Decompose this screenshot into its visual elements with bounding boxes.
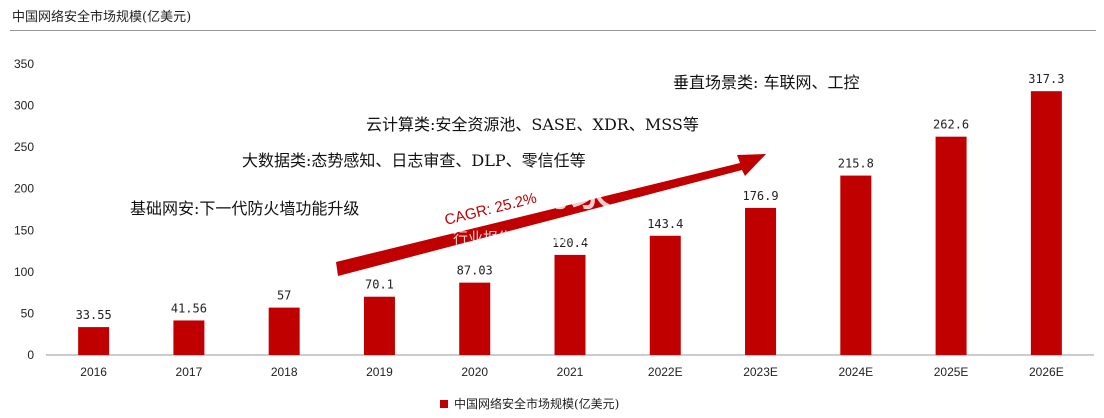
bar-2018 bbox=[268, 307, 300, 355]
annotation-bigdata: 大数据类:态势感知、日志审查、DLP、零信任等 bbox=[242, 151, 586, 170]
y-tick-label: 200 bbox=[14, 182, 34, 196]
x-tick-label-2023E: 2023E bbox=[743, 365, 778, 379]
bar-2022E bbox=[649, 235, 681, 355]
title-divider bbox=[10, 30, 1096, 31]
y-tick-label: 50 bbox=[21, 306, 35, 320]
annotation-cloud: 云计算类:安全资源池、SASE、XDR、MSS等 bbox=[366, 115, 699, 134]
legend: 中国网络安全市场规模(亿美元) bbox=[440, 395, 619, 412]
legend-label: 中国网络安全市场规模(亿美元) bbox=[454, 397, 620, 411]
data-label-2020: 87.03 bbox=[457, 264, 493, 278]
data-labels: 33.55 41.56 57 70.1 87.03 120.4 143.4 176.9 215.… bbox=[76, 72, 1065, 322]
watermark-sub: 行业报告 | CHNIPO.CN bbox=[453, 230, 609, 247]
x-tick-label-2022E: 2022E bbox=[648, 365, 683, 379]
watermark-main: 贝壳购家 bbox=[450, 169, 610, 215]
data-label-2022E: 143.4 bbox=[647, 217, 683, 231]
legend-swatch bbox=[440, 399, 448, 408]
y-axis: 0 50 100 150 200 250 300 350 bbox=[14, 57, 34, 362]
data-label-2017: 41.56 bbox=[171, 301, 207, 315]
bar-2026E bbox=[1030, 91, 1062, 355]
growth-arrow bbox=[336, 154, 766, 276]
bar-2024E bbox=[840, 175, 872, 355]
bar-2023E bbox=[745, 207, 777, 355]
y-tick-label: 0 bbox=[27, 348, 34, 362]
data-label-2023E: 176.9 bbox=[742, 189, 778, 203]
y-tick-label: 350 bbox=[14, 57, 34, 71]
x-tick-label-2018: 2018 bbox=[271, 365, 298, 379]
bar-2020 bbox=[459, 282, 491, 355]
y-tick-label: 250 bbox=[14, 140, 34, 154]
bar-2019 bbox=[363, 296, 395, 355]
bar-2016 bbox=[78, 327, 110, 355]
data-label-2019: 70.1 bbox=[365, 278, 394, 292]
x-tick-label-2016: 2016 bbox=[80, 365, 107, 379]
y-tick-label: 300 bbox=[14, 99, 34, 113]
data-label-2018: 57 bbox=[277, 289, 291, 303]
y-tick-label: 150 bbox=[14, 223, 34, 237]
x-tick-label-2024E: 2024E bbox=[838, 365, 873, 379]
bar-2017 bbox=[173, 320, 205, 355]
x-tick-label-2026E: 2026E bbox=[1029, 365, 1064, 379]
x-tick-label-2020: 2020 bbox=[461, 365, 488, 379]
annotation-vertical-scenarios: 垂直场景类: 车联网、工控 bbox=[673, 73, 859, 92]
chart-title: 中国网络安全市场规模(亿美元) bbox=[12, 10, 192, 25]
data-label-2024E: 215.8 bbox=[838, 157, 874, 171]
bar-2021 bbox=[554, 254, 586, 355]
x-tick-label-2017: 2017 bbox=[176, 365, 203, 379]
annotation-basic-security: 基础网安:下一代防火墙功能升级 bbox=[130, 199, 359, 218]
data-label-2021: 120.4 bbox=[552, 236, 588, 250]
bar-2025E bbox=[935, 136, 967, 355]
x-tick-label-2021: 2021 bbox=[557, 365, 584, 379]
data-label-2026E: 317.3 bbox=[1028, 72, 1064, 86]
bars bbox=[78, 91, 1062, 355]
y-tick-label: 100 bbox=[14, 265, 34, 279]
x-tick-label-2019: 2019 bbox=[366, 365, 393, 379]
x-tick-label-2025E: 2025E bbox=[934, 365, 969, 379]
data-label-2016: 33.55 bbox=[76, 308, 112, 322]
x-axis: 2016 2017 2018 2019 2020 2021 2022E 2023E 2024E 2… bbox=[46, 354, 1094, 379]
data-label-2025E: 262.6 bbox=[933, 118, 969, 132]
